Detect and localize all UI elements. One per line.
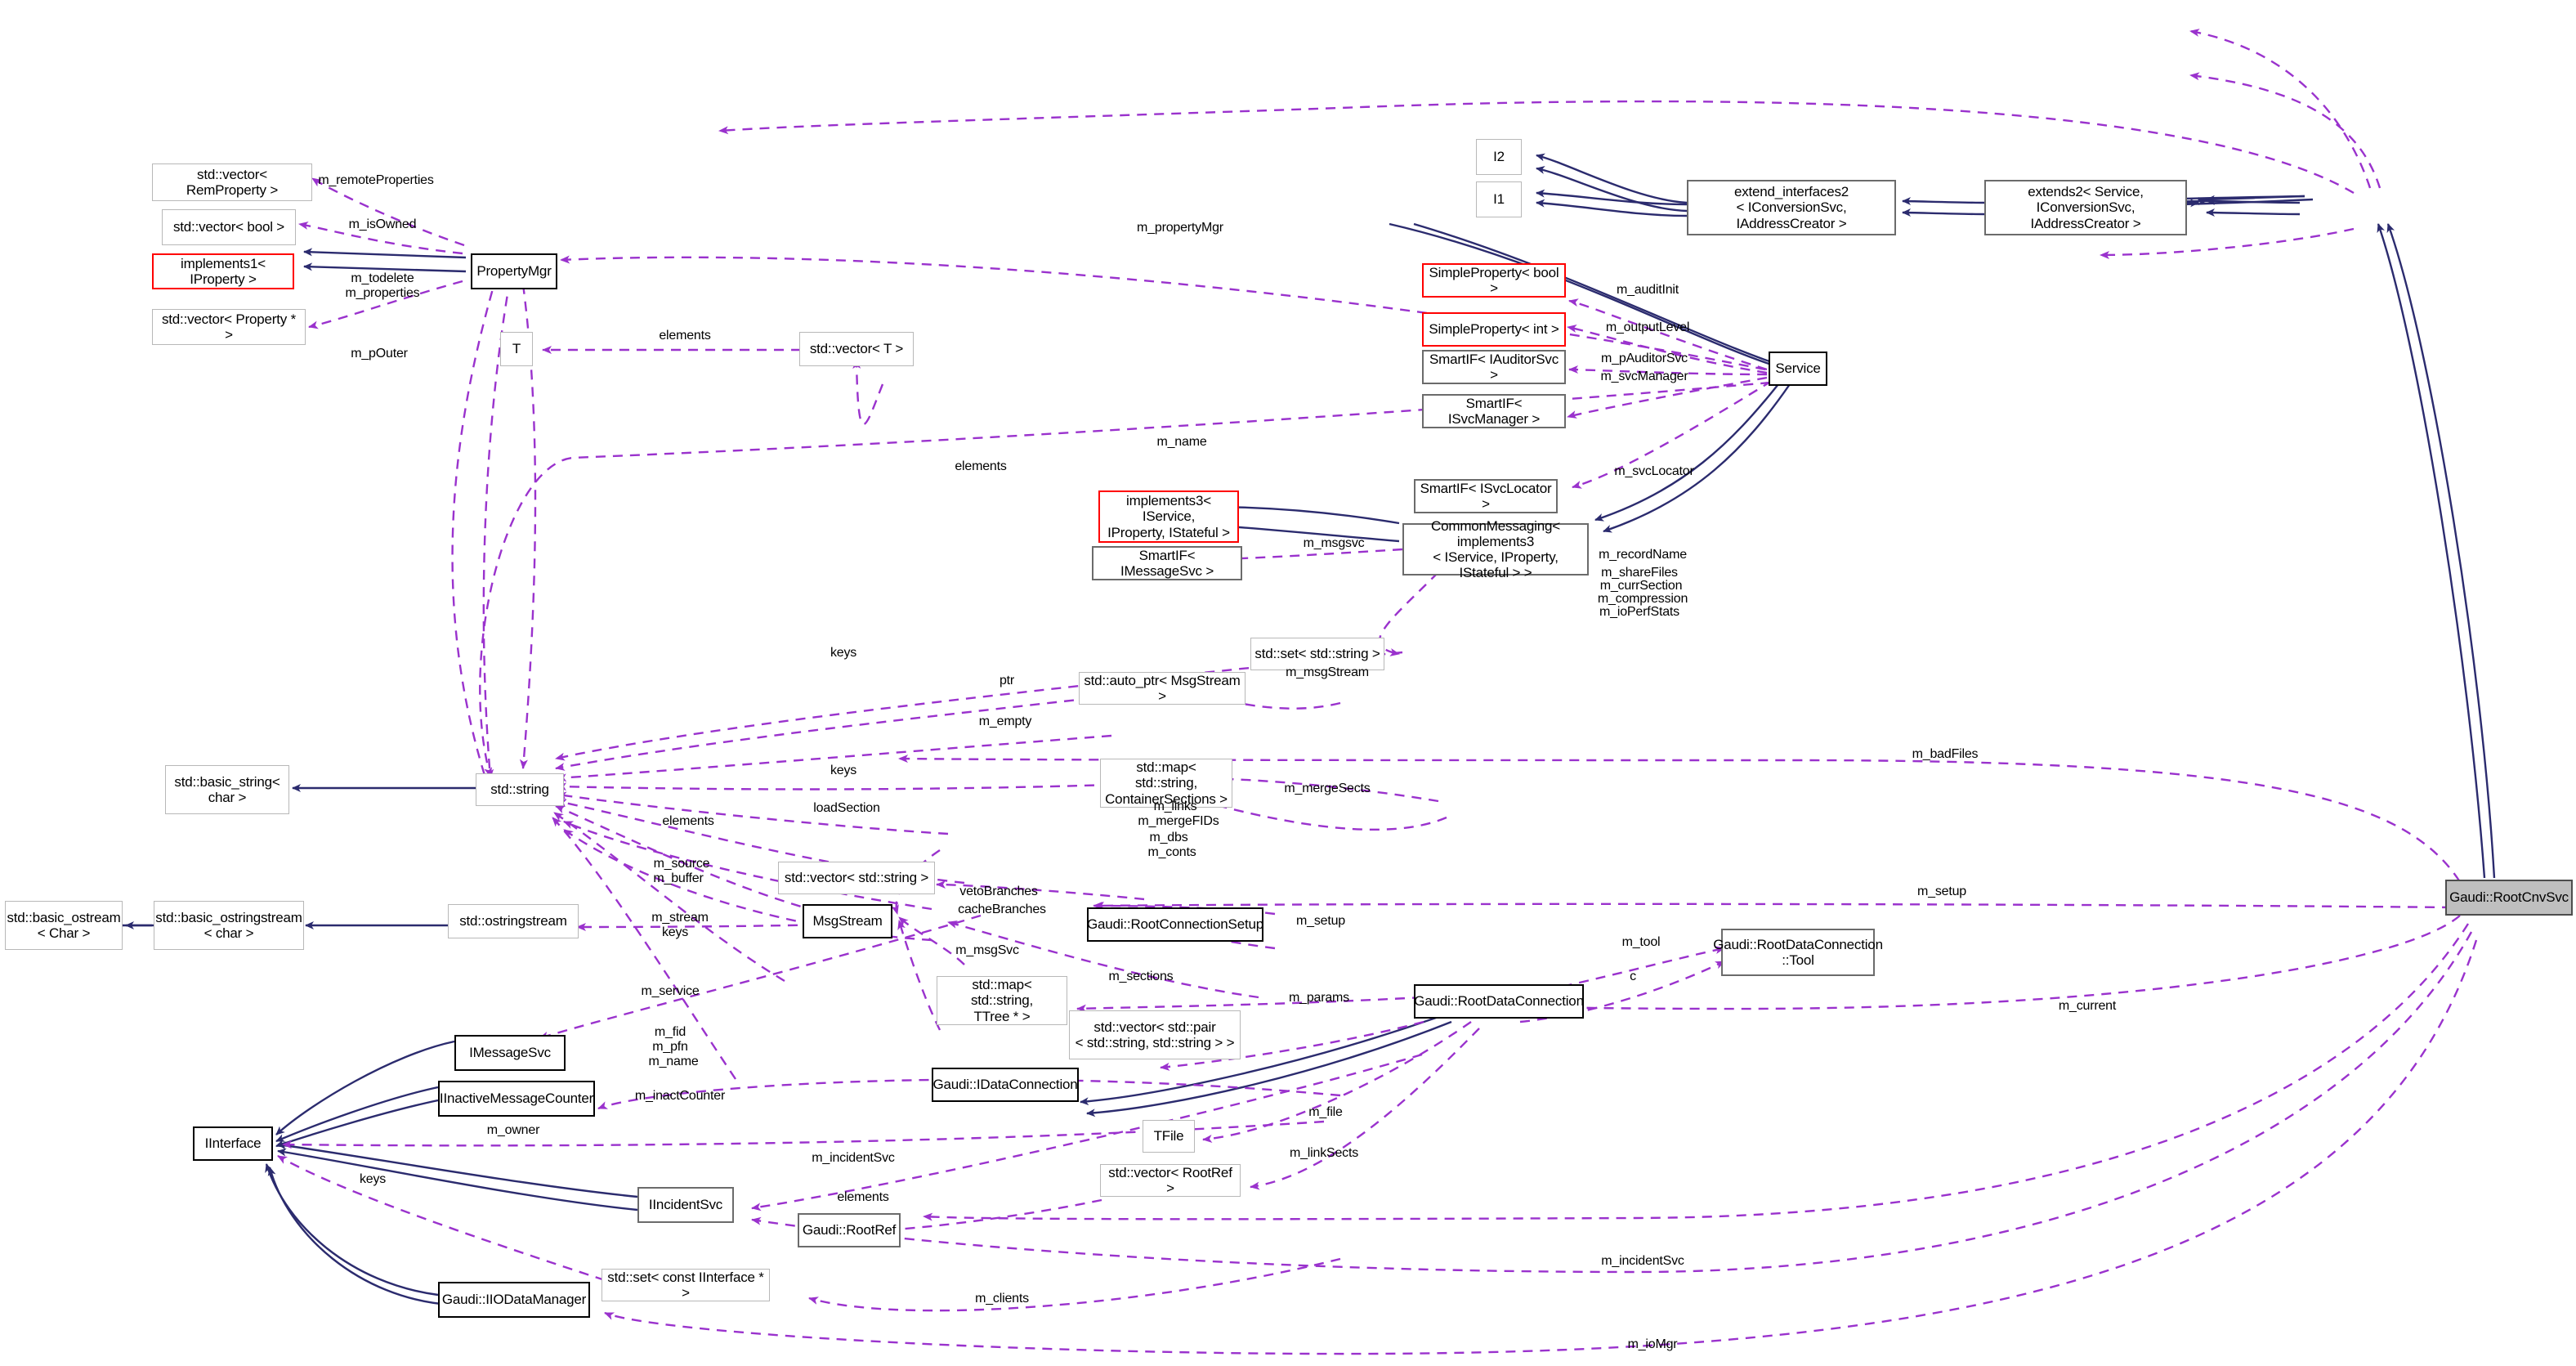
class-node-ostringstream[interactable]: std::ostringstream — [448, 904, 579, 938]
class-node-simpleproperty_int[interactable]: SimpleProperty< int > — [1422, 312, 1566, 347]
class-node-smartif_imessagesvc[interactable]: SmartIF< IMessageSvc > — [1092, 546, 1242, 580]
class-node-implements3[interactable]: implements3< IService, IProperty, IState… — [1098, 490, 1239, 543]
class-node-smartif_iauditorsvc[interactable]: SmartIF< IAuditorSvc > — [1422, 350, 1566, 384]
class-node-map_containersections[interactable]: std::map< std::string, ContainerSections… — [1100, 759, 1232, 808]
class-node-extends2[interactable]: extends2< Service, IConversionSvc, IAddr… — [1984, 180, 2187, 235]
class-node-service[interactable]: Service — [1769, 352, 1827, 386]
class-node-imessagesvc[interactable]: IMessageSvc — [454, 1035, 566, 1071]
class-node-rootdataconnection[interactable]: Gaudi::RootDataConnection — [1414, 984, 1584, 1019]
class-node-vec_t[interactable]: std::vector< T > — [799, 332, 914, 366]
class-node-commonmessaging[interactable]: CommonMessaging< implements3 < IService,… — [1402, 518, 1589, 580]
class-node-iinterface[interactable]: IInterface — [193, 1126, 273, 1161]
class-node-basic_string_char[interactable]: std::basic_string< char > — [165, 765, 289, 814]
class-node-vec_bool[interactable]: std::vector< bool > — [162, 209, 296, 245]
class-node-msgstream[interactable]: MsgStream — [803, 904, 892, 938]
class-node-simpleproperty_bool[interactable]: SimpleProperty< bool > — [1422, 263, 1566, 298]
class-node-iinactivemessagecounter[interactable]: IInactiveMessageCounter — [438, 1081, 595, 1117]
class-node-i1[interactable]: I1 — [1476, 181, 1522, 217]
class-node-smartif_isvclocator[interactable]: SmartIF< ISvcLocator > — [1414, 479, 1558, 513]
class-node-i2[interactable]: I2 — [1476, 139, 1522, 175]
class-node-vec_property_ptr[interactable]: std::vector< Property * > — [152, 309, 306, 345]
class-node-vec_rootref[interactable]: std::vector< RootRef > — [1100, 1164, 1241, 1197]
class-node-map_ttree[interactable]: std::map< std::string, TTree * > — [937, 976, 1067, 1025]
class-node-idataconnection[interactable]: Gaudi::IDataConnection — [932, 1068, 1079, 1102]
class-node-vec_string[interactable]: std::vector< std::string > — [778, 862, 935, 894]
class-node-t_node[interactable]: T — [500, 332, 533, 366]
class-node-set_const_iinterface[interactable]: std::set< const IInterface * > — [602, 1269, 770, 1301]
class-node-iiodatamanager[interactable]: Gaudi::IIODataManager — [438, 1282, 590, 1318]
class-node-extend_interfaces2[interactable]: extend_interfaces2 < IConversionSvc, IAd… — [1687, 180, 1896, 235]
class-node-smartif_isvcmanager[interactable]: SmartIF< ISvcManager > — [1422, 394, 1566, 428]
class-node-std_string[interactable]: std::string — [476, 773, 564, 806]
class-node-rootconnectionsetup[interactable]: Gaudi::RootConnectionSetup — [1087, 907, 1263, 942]
class-node-tfile[interactable]: TFile — [1143, 1120, 1195, 1153]
class-node-rootcnvsvc[interactable]: Gaudi::RootCnvSvc — [2445, 880, 2573, 916]
class-node-rootref[interactable]: Gaudi::RootRef — [798, 1213, 901, 1247]
class-node-vec_remproperty[interactable]: std::vector< RemProperty > — [152, 163, 312, 201]
class-node-iincidentsvc[interactable]: IIncidentSvc — [637, 1187, 734, 1223]
class-node-propertymgr[interactable]: PropertyMgr — [471, 253, 557, 289]
class-node-set_string[interactable]: std::set< std::string > — [1250, 638, 1384, 670]
class-node-implements1_iproperty[interactable]: implements1< IProperty > — [152, 253, 294, 289]
class-node-rootdataconnection_tool[interactable]: Gaudi::RootDataConnection ::Tool — [1713, 929, 1883, 976]
class-node-autoptr_msgstream[interactable]: std::auto_ptr< MsgStream > — [1079, 672, 1246, 705]
class-node-basic_ostream_Char[interactable]: std::basic_ostream < Char > — [5, 901, 123, 950]
class-node-basic_ostringstream_char[interactable]: std::basic_ostringstream < char > — [154, 901, 304, 950]
class-node-vec_pair_string[interactable]: std::vector< std::pair < std::string, st… — [1069, 1010, 1241, 1059]
